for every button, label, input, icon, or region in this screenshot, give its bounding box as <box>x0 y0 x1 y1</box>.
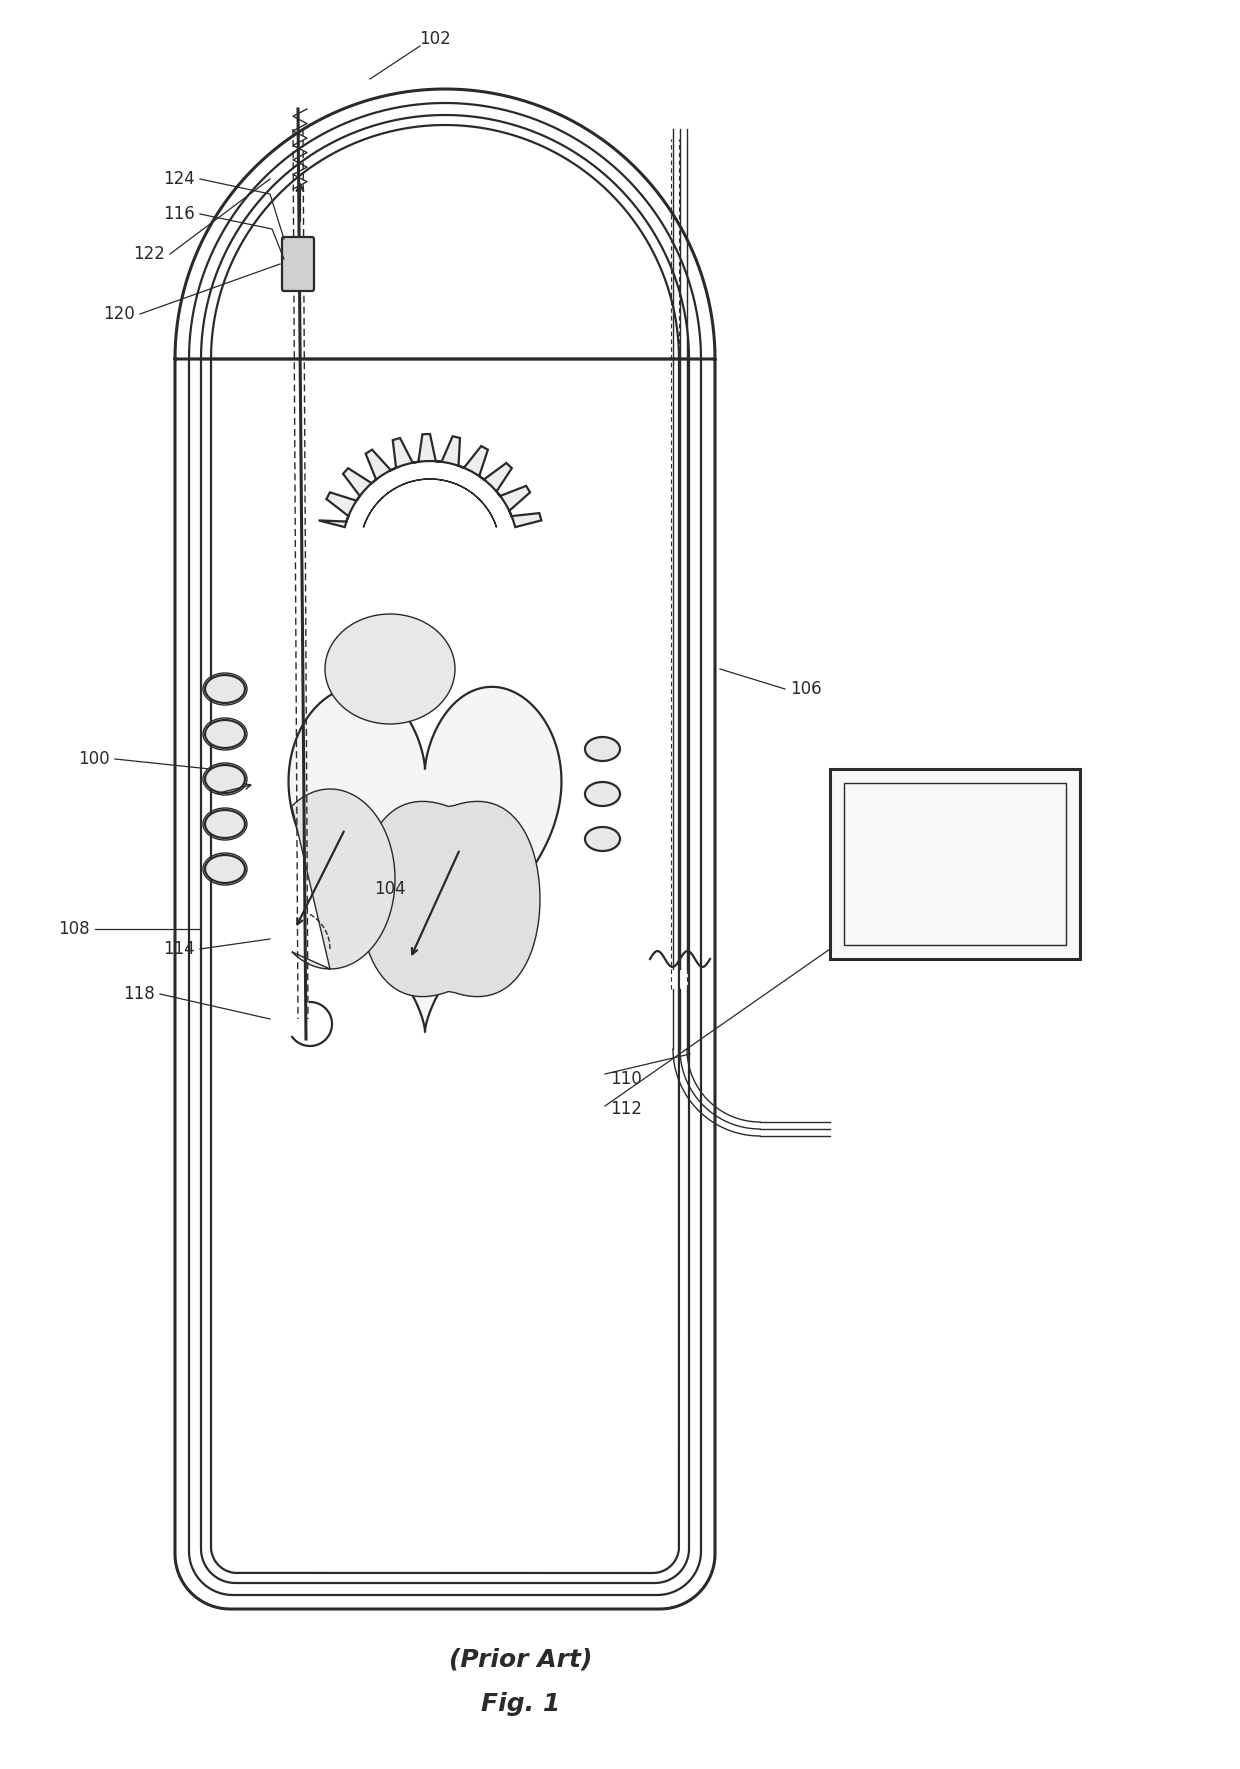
Text: 104: 104 <box>374 879 405 899</box>
Polygon shape <box>289 686 562 1031</box>
Polygon shape <box>360 801 539 996</box>
Text: (Prior Art): (Prior Art) <box>449 1647 593 1672</box>
Text: 106: 106 <box>790 679 822 699</box>
Text: 116: 116 <box>164 205 195 223</box>
Ellipse shape <box>205 720 246 748</box>
Ellipse shape <box>325 614 455 724</box>
Polygon shape <box>363 479 496 527</box>
Ellipse shape <box>585 738 620 761</box>
Ellipse shape <box>205 764 246 793</box>
FancyBboxPatch shape <box>830 770 1080 959</box>
Ellipse shape <box>205 810 246 839</box>
Text: Fig. 1: Fig. 1 <box>481 1691 560 1716</box>
Text: 120: 120 <box>103 304 135 324</box>
Text: 122: 122 <box>133 244 165 264</box>
Text: 108: 108 <box>58 920 91 938</box>
Ellipse shape <box>205 676 246 702</box>
Text: 124: 124 <box>164 170 195 188</box>
FancyBboxPatch shape <box>281 237 314 290</box>
Ellipse shape <box>585 782 620 807</box>
Text: 118: 118 <box>123 985 155 1003</box>
Ellipse shape <box>585 826 620 851</box>
Polygon shape <box>291 789 396 969</box>
Text: 112: 112 <box>610 1100 642 1118</box>
Text: 100: 100 <box>78 750 110 768</box>
Ellipse shape <box>205 854 246 883</box>
Polygon shape <box>319 433 542 527</box>
Text: 102: 102 <box>419 30 451 48</box>
Text: 110: 110 <box>610 1070 642 1088</box>
Polygon shape <box>211 126 680 1573</box>
Text: 114: 114 <box>164 939 195 959</box>
